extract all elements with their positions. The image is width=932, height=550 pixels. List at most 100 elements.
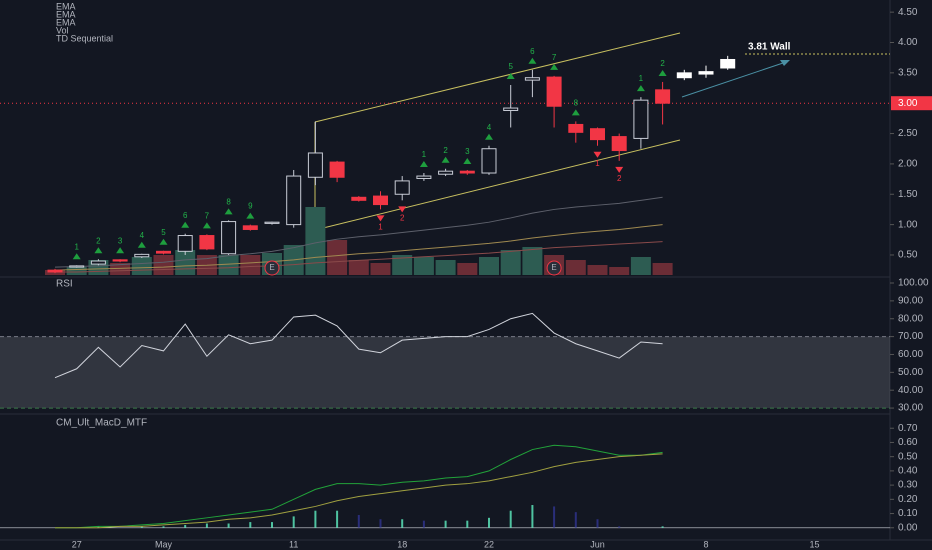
y-tick-label: 80.00 [898,313,923,324]
candle-body [156,250,171,254]
x-tick-label: May [155,539,173,549]
volume-bar [500,250,521,275]
histogram-bar [618,526,621,528]
td-count: 4 [487,123,492,132]
td-arrow [181,221,190,228]
ema-line [55,241,663,273]
candle-body [90,260,106,265]
td-arrow [94,247,103,254]
y-tick-label: 0.50 [898,250,918,261]
candle-body [459,170,475,174]
x-tick-label: 27 [72,539,82,549]
histogram-bar [379,519,382,528]
td-arrow [593,151,602,158]
y-tick-label: 4.00 [898,37,918,48]
td-count: 4 [140,231,145,240]
histogram-bar [596,519,599,528]
volume-bar [565,260,586,275]
histogram-bar [466,520,469,528]
td-arrow [137,241,146,248]
legend-item: EMA [56,9,76,19]
y-tick-label: 3.50 [898,67,918,78]
volume-bar [370,263,391,275]
td-count: 7 [552,53,557,62]
candle-body [676,72,692,79]
td-count: 7 [205,211,210,220]
event-label: E [551,263,556,272]
td-arrow [463,157,472,164]
y-tick-label: 0.30 [898,480,918,491]
candle-body [221,221,237,255]
rsi-line [54,312,663,379]
y-tick-label: 60.00 [898,349,923,360]
candle-body [546,76,562,107]
volume-bar [327,240,348,275]
y-tick-label: 1.00 [898,219,918,230]
td-arrow [376,215,385,222]
x-tick-label: 15 [809,539,819,549]
volume-bar [218,255,239,275]
macd-title: CM_Ult_MacD_MTF [56,418,147,429]
candle-body [286,175,302,226]
td-count: 5 [161,228,166,237]
volume-bar [522,247,543,275]
td-count: 8 [574,99,579,108]
volume-bar [457,263,478,275]
volume-bar [587,265,608,275]
candle-body [242,225,258,230]
histogram-bar [357,514,360,528]
candle-body [503,107,519,111]
arrow-head [780,60,790,66]
candle-body [394,180,410,195]
td-count: 1 [378,223,383,232]
td-count: 2 [660,59,665,68]
td-arrow [398,206,407,213]
volume-bar [240,255,261,275]
volume-bar [652,263,673,275]
histogram-bar [509,510,512,528]
candle-body [524,77,540,81]
volume-bar [630,257,651,275]
td-count: 1 [595,159,600,168]
td-count: 8 [226,197,231,206]
y-tick-label: 40.00 [898,385,923,396]
candle-body [134,253,150,258]
td-arrow [571,109,580,116]
projection-arrow [681,61,787,98]
histogram-bar [422,520,425,528]
histogram-bar [205,523,208,528]
histogram-bar [444,520,447,528]
y-tick-label: 100.00 [898,278,929,289]
td-count: 3 [465,147,470,156]
td-count: 3 [118,236,123,245]
y-tick-label: 90.00 [898,296,923,307]
y-tick-label: 0.70 [898,423,918,434]
td-count: 2 [400,213,405,222]
candle-body [307,152,323,178]
macd-line [55,444,663,529]
candle-body [69,265,85,268]
y-tick-label: 0.00 [898,522,918,533]
td-count: 2 [96,236,101,245]
rsi-band [0,336,890,409]
candle-body [698,71,714,75]
volume-bar [66,267,87,275]
ema-line [54,196,663,268]
histogram-bar [227,523,230,528]
y-tick-label: 2.50 [898,128,918,139]
histogram-bar [249,522,252,528]
y-tick-label: 50.00 [898,367,923,378]
wall-label: 3.81 Wall [748,42,791,53]
volume-bar [131,257,152,275]
td-count: 1 [639,74,644,83]
candle-body [112,259,128,262]
td-arrow [506,72,515,79]
y-tick-label: 30.00 [898,403,923,414]
histogram-bar [140,526,143,528]
candle-body [177,235,193,252]
histogram-bar [184,524,187,528]
y-tick-label: 2.00 [898,159,918,170]
